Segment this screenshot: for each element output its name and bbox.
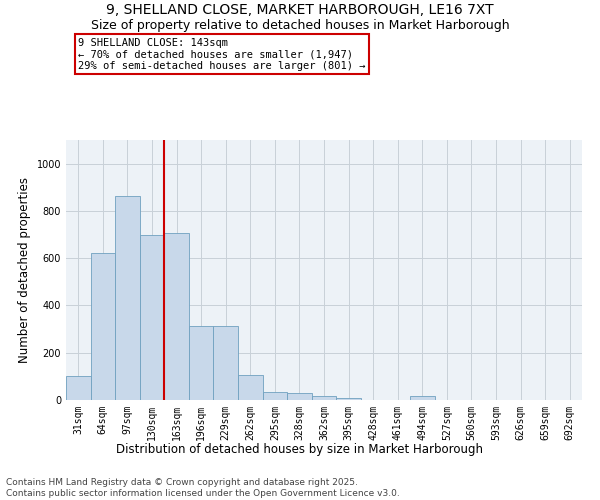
Bar	[91, 254, 115, 400]
Bar	[287, 393, 312, 400]
Text: Contains HM Land Registry data © Crown copyright and database right 2025.
Contai: Contains HM Land Registry data © Crown c…	[6, 478, 400, 498]
Bar	[410, 396, 434, 400]
Bar	[66, 376, 91, 400]
Bar	[164, 234, 189, 400]
Bar	[214, 326, 238, 400]
Text: 9 SHELLAND CLOSE: 143sqm
← 70% of detached houses are smaller (1,947)
29% of sem: 9 SHELLAND CLOSE: 143sqm ← 70% of detach…	[78, 38, 365, 70]
Text: 9, SHELLAND CLOSE, MARKET HARBOROUGH, LE16 7XT: 9, SHELLAND CLOSE, MARKET HARBOROUGH, LE…	[106, 2, 494, 16]
Y-axis label: Number of detached properties: Number of detached properties	[18, 177, 31, 363]
Bar	[238, 375, 263, 400]
Bar	[115, 196, 140, 400]
Bar	[263, 392, 287, 400]
Text: Distribution of detached houses by size in Market Harborough: Distribution of detached houses by size …	[116, 442, 484, 456]
Bar	[336, 398, 361, 400]
Bar	[189, 326, 214, 400]
Bar	[312, 396, 336, 400]
Bar	[140, 234, 164, 400]
Text: Size of property relative to detached houses in Market Harborough: Size of property relative to detached ho…	[91, 18, 509, 32]
